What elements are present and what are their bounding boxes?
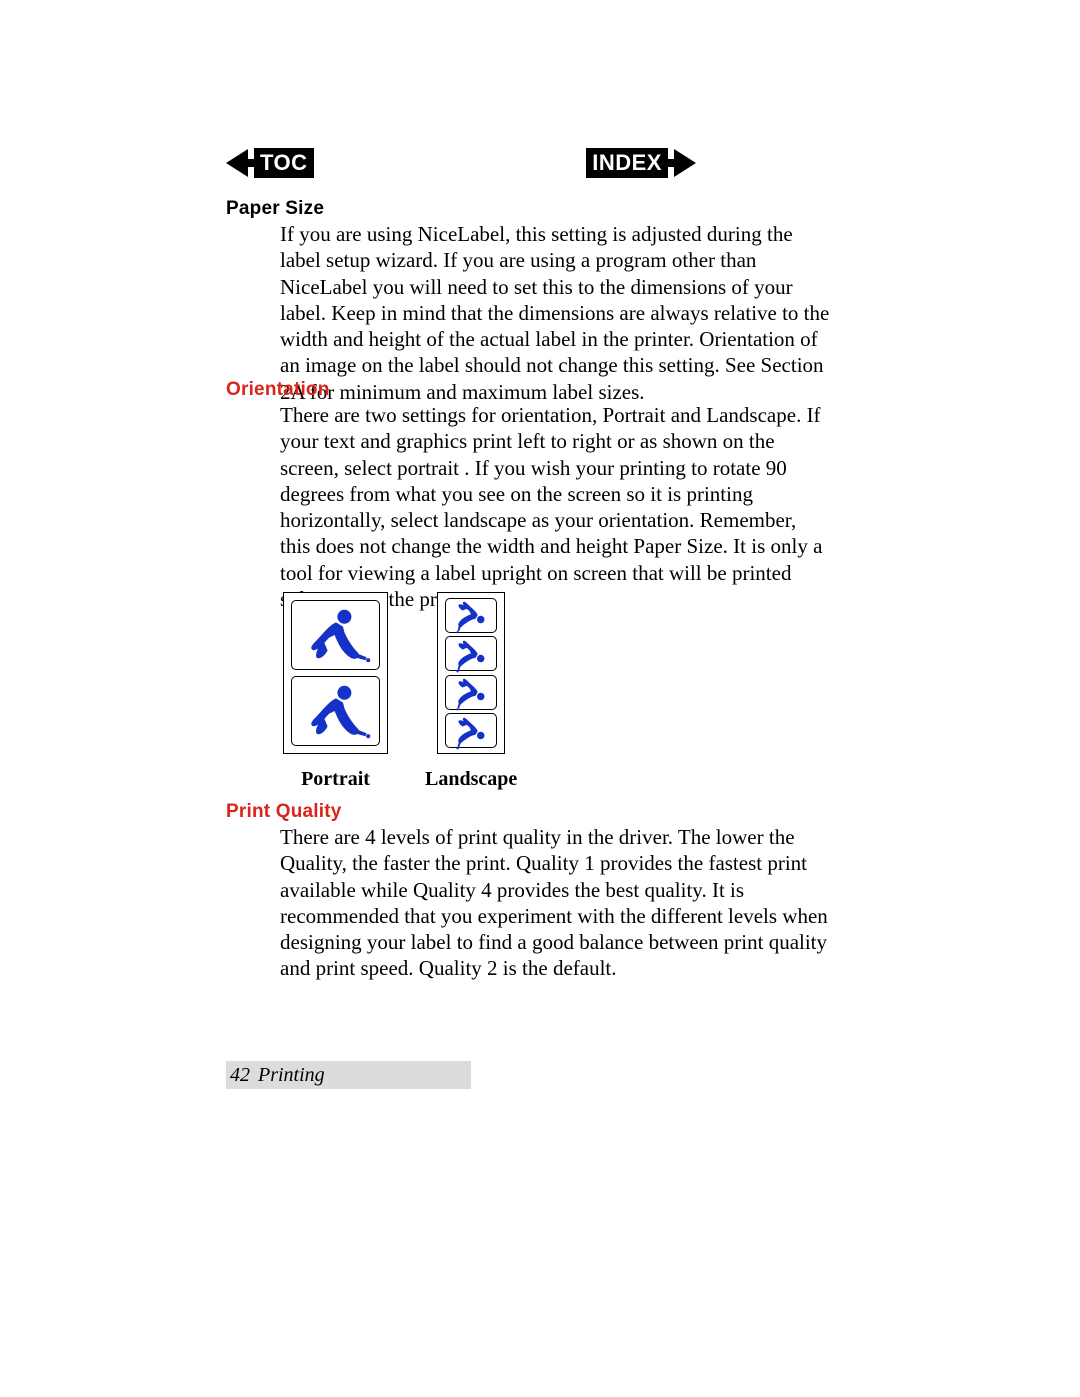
portrait-column: Portrait	[283, 592, 388, 791]
paragraph-print-quality: There are 4 levels of print quality in t…	[280, 824, 830, 982]
portrait-cell	[291, 600, 380, 670]
hockey-player-icon	[301, 682, 371, 740]
landscape-label: Landscape	[425, 768, 517, 791]
page-footer: 42 Printing	[226, 1061, 471, 1089]
page-number: 42	[230, 1064, 250, 1087]
landscape-column: Landscape	[425, 592, 517, 791]
hockey-player-icon	[456, 709, 486, 753]
hockey-player-icon	[301, 606, 371, 664]
landscape-cell	[445, 636, 497, 671]
landscape-cell	[445, 713, 497, 748]
paragraph-orientation: There are two settings for orientation, …	[280, 402, 830, 612]
hockey-player-icon	[456, 593, 486, 637]
index-button-label: INDEX	[586, 148, 668, 178]
toc-button[interactable]: TOC	[226, 148, 314, 178]
heading-print-quality: Print Quality	[226, 801, 342, 823]
portrait-label: Portrait	[301, 768, 370, 791]
hockey-player-icon	[456, 670, 486, 714]
nav-buttons-row: TOC INDEX	[226, 148, 696, 178]
manual-page: TOC INDEX Paper Size If you are using Ni…	[0, 0, 1080, 1397]
landscape-outer-box	[437, 592, 505, 754]
paragraph-paper-size: If you are using NiceLabel, this setting…	[280, 221, 830, 405]
toc-button-label: TOC	[254, 148, 314, 178]
portrait-cell	[291, 676, 380, 746]
orientation-figure: Portrait	[283, 592, 517, 791]
arrow-left-icon	[226, 149, 248, 177]
heading-orientation: Orientation	[226, 379, 330, 401]
heading-paper-size: Paper Size	[226, 198, 324, 220]
portrait-outer-box	[283, 592, 388, 754]
landscape-cell	[445, 598, 497, 633]
landscape-cell	[445, 675, 497, 710]
arrow-right-icon	[674, 149, 696, 177]
footer-section-title: Printing	[258, 1064, 325, 1087]
index-button[interactable]: INDEX	[586, 148, 696, 178]
hockey-player-icon	[456, 632, 486, 676]
